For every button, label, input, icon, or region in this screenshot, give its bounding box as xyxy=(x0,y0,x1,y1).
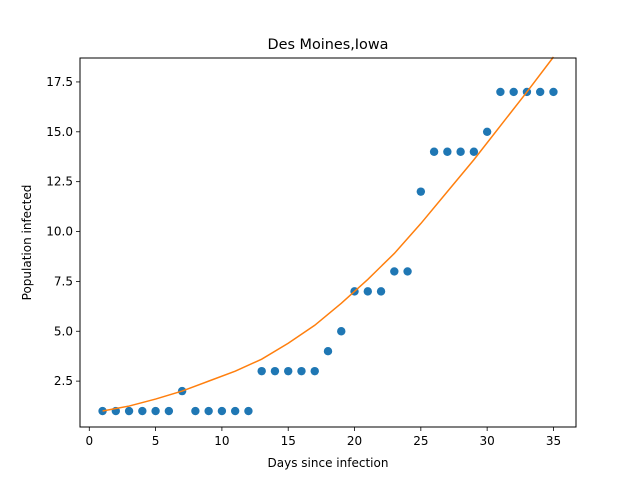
scatter-point xyxy=(230,406,240,416)
scatter-point xyxy=(469,147,479,156)
plot-area xyxy=(98,56,558,416)
scatter-point xyxy=(456,147,465,156)
x-tick-label: 5 xyxy=(152,434,160,448)
scatter-point xyxy=(429,147,439,156)
y-tick-label: 12.5 xyxy=(46,175,73,189)
y-tick-label: 15.0 xyxy=(46,125,73,139)
scatter-point xyxy=(217,406,227,416)
y-axis-label: Population infected xyxy=(20,185,34,301)
scatter-point xyxy=(390,267,399,276)
y-tick-label: 17.5 xyxy=(46,75,73,89)
y-tick-label: 7.5 xyxy=(54,274,73,288)
plot-frame xyxy=(79,57,577,428)
x-axis-ticks: 0 5 10 15 20 25 30 35 xyxy=(85,427,561,448)
scatter-point xyxy=(416,187,426,196)
chart-title: Des Moines,Iowa xyxy=(268,37,389,53)
scatter-point xyxy=(337,327,346,336)
x-tick-label: 35 xyxy=(546,434,561,448)
scatter-point xyxy=(151,406,160,416)
x-tick-label: 0 xyxy=(85,434,93,448)
scatter-point xyxy=(376,287,386,296)
scatter-point xyxy=(191,406,200,416)
scatter-point xyxy=(403,267,412,276)
scatter-point xyxy=(509,87,518,97)
y-tick-label: 10.0 xyxy=(46,225,73,239)
scatter-point xyxy=(535,87,545,97)
y-axis-ticks: 2.5 5.0 7.5 10.0 12.5 15.0 17.5 xyxy=(46,75,80,388)
scatter-point xyxy=(124,406,134,416)
x-tick-label: 10 xyxy=(214,434,229,448)
scatter-point xyxy=(323,347,333,356)
x-tick-label: 25 xyxy=(413,434,428,448)
scatter-point xyxy=(270,366,280,376)
scatter-point xyxy=(482,127,492,136)
scatter-point xyxy=(496,87,505,97)
scatter-point xyxy=(244,406,253,416)
y-tick-label: 2.5 xyxy=(54,374,73,388)
scatter-point xyxy=(204,406,213,416)
y-tick-label: 5.0 xyxy=(54,324,73,338)
fit-line xyxy=(102,56,555,412)
scatter-point xyxy=(164,406,174,416)
x-tick-label: 15 xyxy=(281,434,296,448)
x-tick-label: 30 xyxy=(480,434,495,448)
scatter-point xyxy=(297,366,306,376)
x-axis-label: Days since infection xyxy=(268,456,389,470)
scatter-point xyxy=(257,366,266,376)
x-tick-label: 20 xyxy=(347,434,362,448)
scatter-point xyxy=(284,366,293,376)
scatter-point xyxy=(363,287,372,296)
scatter-point xyxy=(549,87,558,97)
scatter-point xyxy=(443,147,452,156)
scatter-point xyxy=(138,406,147,416)
scatter-point xyxy=(310,366,319,376)
